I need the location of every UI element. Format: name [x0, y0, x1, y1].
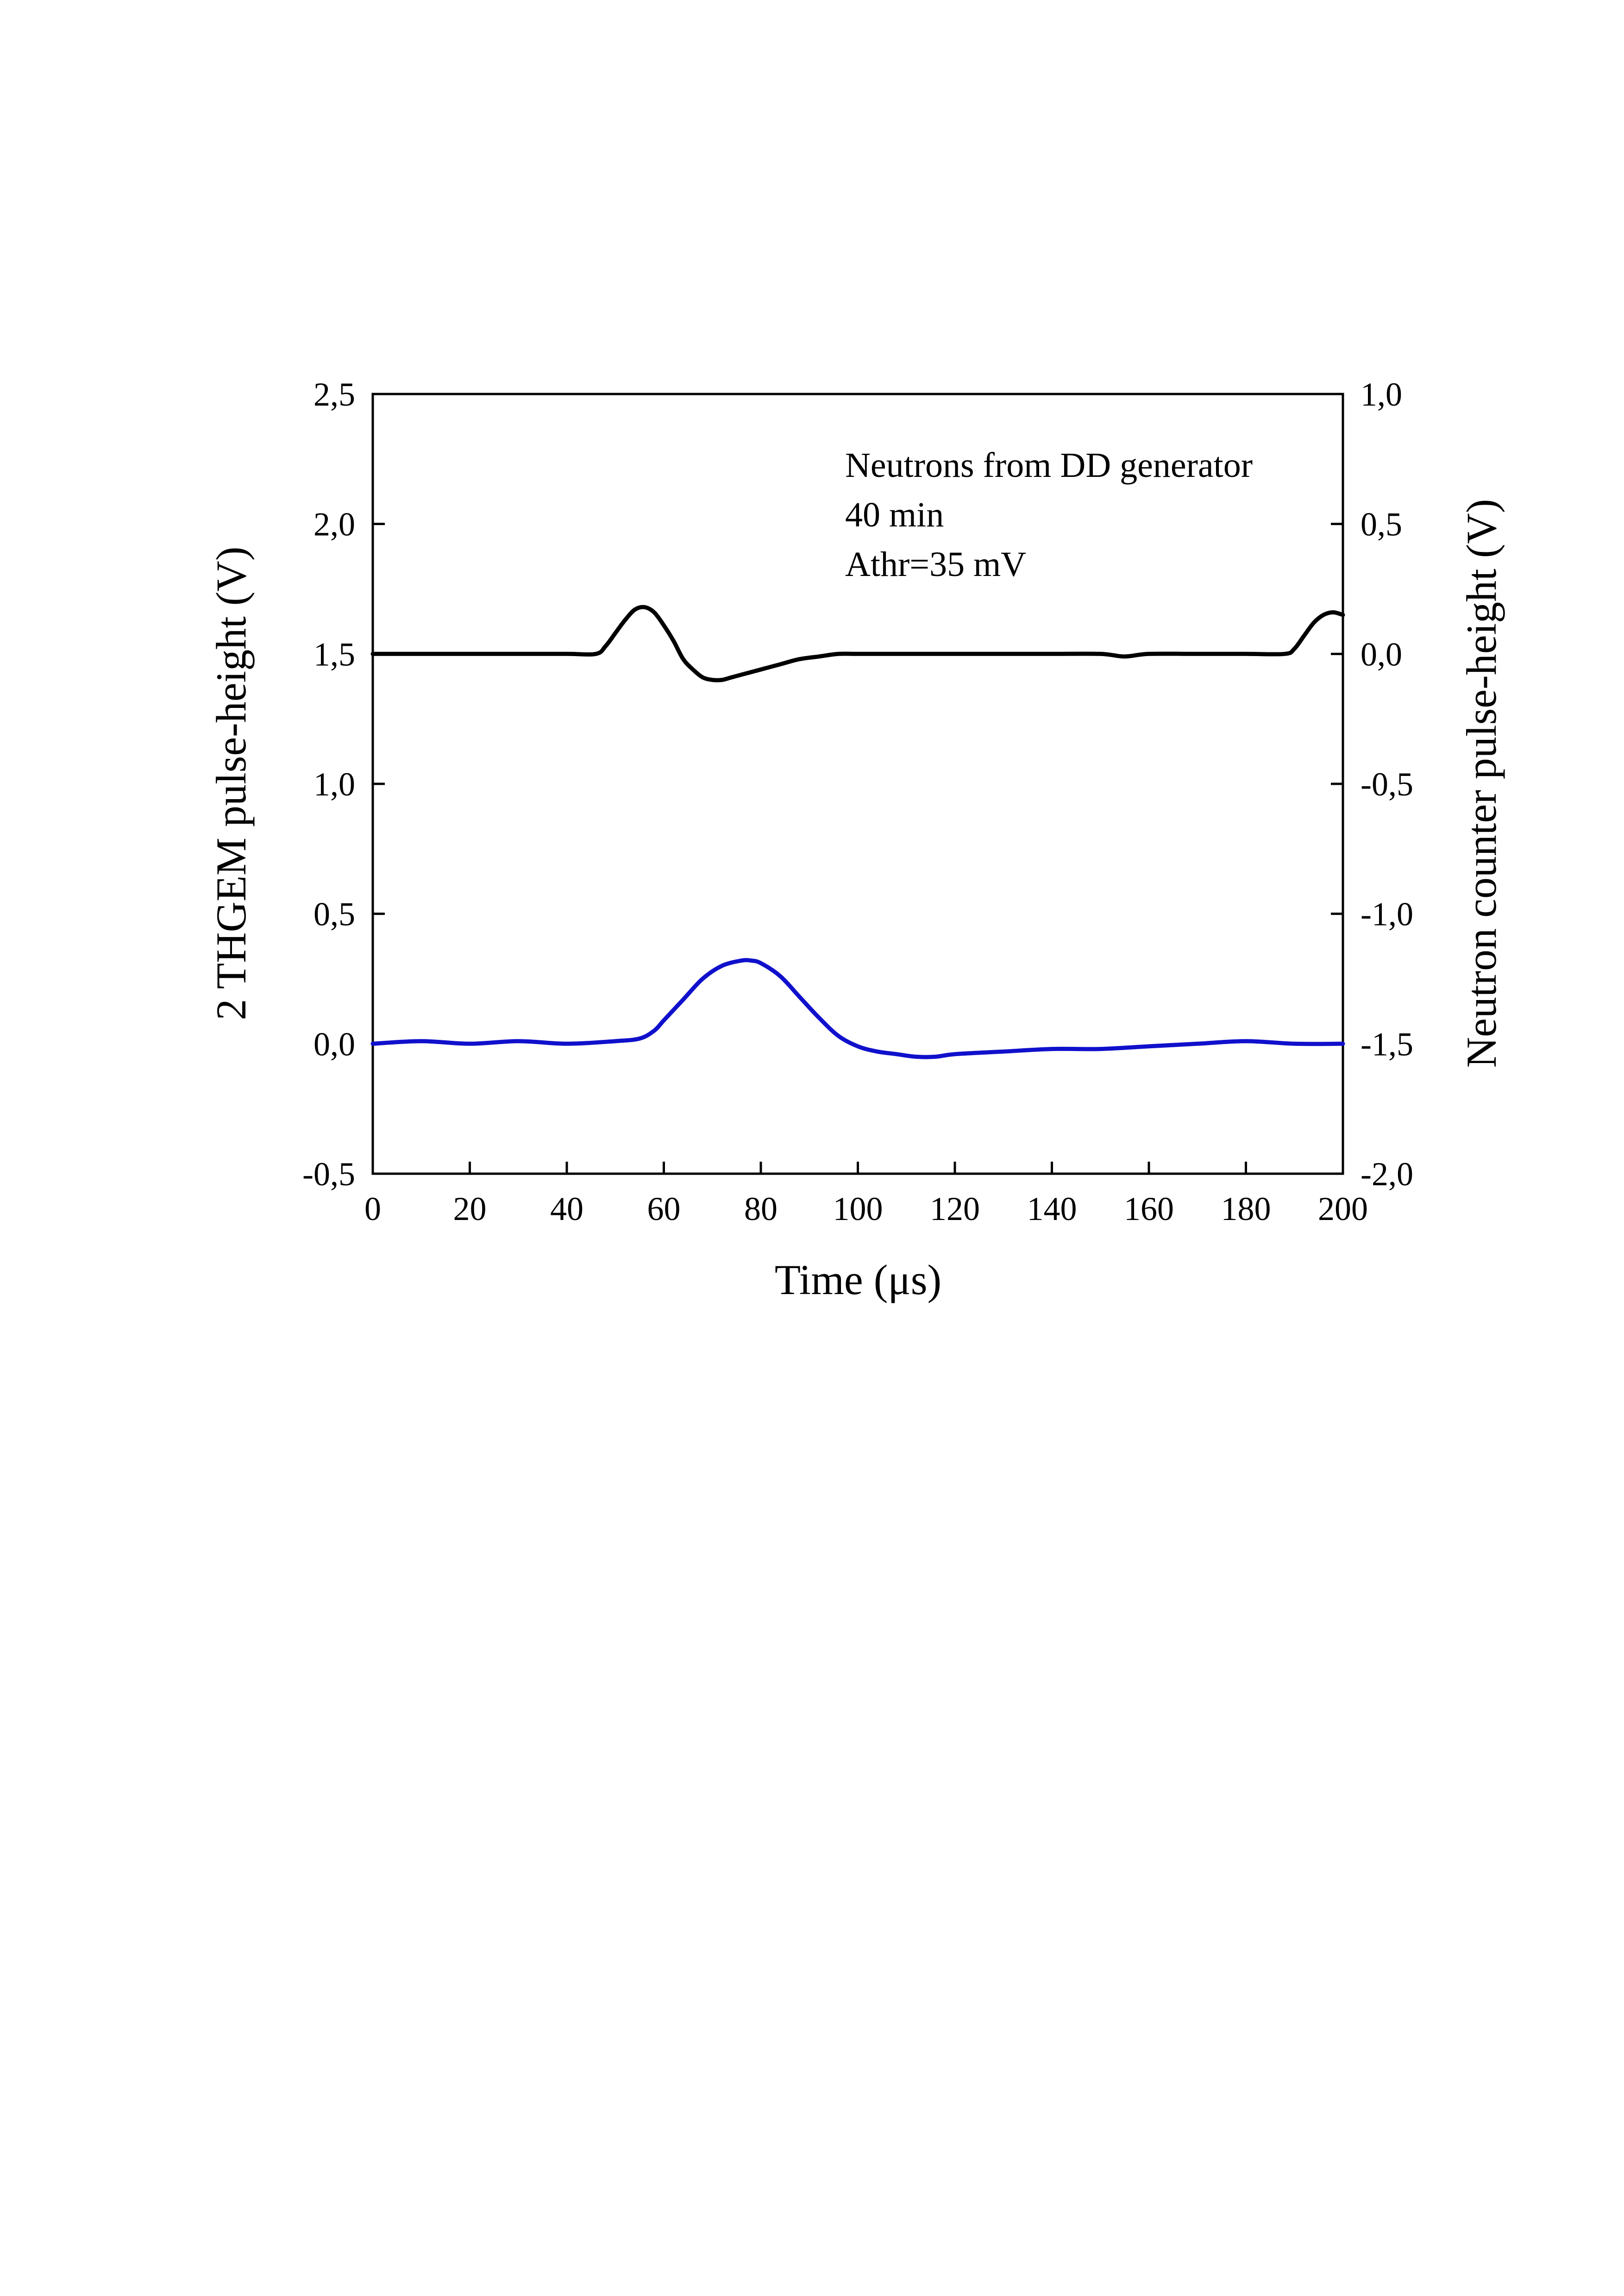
left-y-tick-label: 0,0 — [314, 1026, 355, 1063]
x-tick-label: 200 — [1318, 1190, 1368, 1227]
right-y-axis-ticks: -2,0 -1,5 -1,0 -0,5 0,0 0,5 1,0 — [1331, 376, 1413, 1193]
right-y-tick-label: 0,0 — [1361, 636, 1402, 673]
x-tick-label: 100 — [833, 1190, 883, 1227]
left-y-axis-title: 2 THGEM pulse-height (V) — [207, 547, 255, 1020]
x-tick-label: 0 — [364, 1190, 381, 1227]
right-y-tick-label: -2,0 — [1361, 1156, 1413, 1193]
left-y-tick-label: 1,0 — [314, 766, 355, 803]
left-y-tick-label: 0,5 — [314, 896, 355, 933]
x-axis-title: Time (μs) — [775, 1256, 941, 1303]
x-tick-label: 140 — [1027, 1190, 1077, 1227]
left-y-tick-label: 2,5 — [314, 376, 355, 413]
series-layer — [370, 605, 1345, 1059]
right-y-axis-title: Neutron counter pulse-height (V) — [1458, 499, 1505, 1068]
annotation-line-1: Neutrons from DD generator — [845, 446, 1253, 485]
thgem-series-line — [370, 958, 1345, 1059]
x-axis-ticks: 0 20 40 60 80 100 120 140 160 180 200 — [364, 1162, 1368, 1227]
annotation-line-3: Athr=35 mV — [845, 545, 1026, 584]
x-tick-label: 120 — [930, 1190, 980, 1227]
right-y-tick-label: -1,5 — [1361, 1026, 1413, 1063]
left-y-axis-ticks: -0,5 0,0 0,5 1,0 1,5 2,0 2,5 — [302, 376, 385, 1193]
annotation-line-2: 40 min — [845, 495, 944, 534]
neutron-counter-series-line — [370, 605, 1345, 682]
x-tick-label: 160 — [1124, 1190, 1174, 1227]
right-y-tick-label: -0,5 — [1361, 766, 1413, 803]
x-tick-label: 20 — [453, 1190, 487, 1227]
x-tick-label: 80 — [744, 1190, 778, 1227]
x-tick-label: 180 — [1221, 1190, 1271, 1227]
right-y-tick-label: 0,5 — [1361, 506, 1402, 543]
x-tick-label: 60 — [647, 1190, 681, 1227]
x-tick-label: 40 — [550, 1190, 583, 1227]
left-y-tick-label: 1,5 — [314, 636, 355, 673]
right-y-tick-label: -1,0 — [1361, 896, 1413, 933]
right-y-tick-label: 1,0 — [1361, 376, 1402, 413]
left-y-tick-label: -0,5 — [302, 1156, 355, 1193]
left-y-tick-label: 2,0 — [314, 506, 355, 543]
